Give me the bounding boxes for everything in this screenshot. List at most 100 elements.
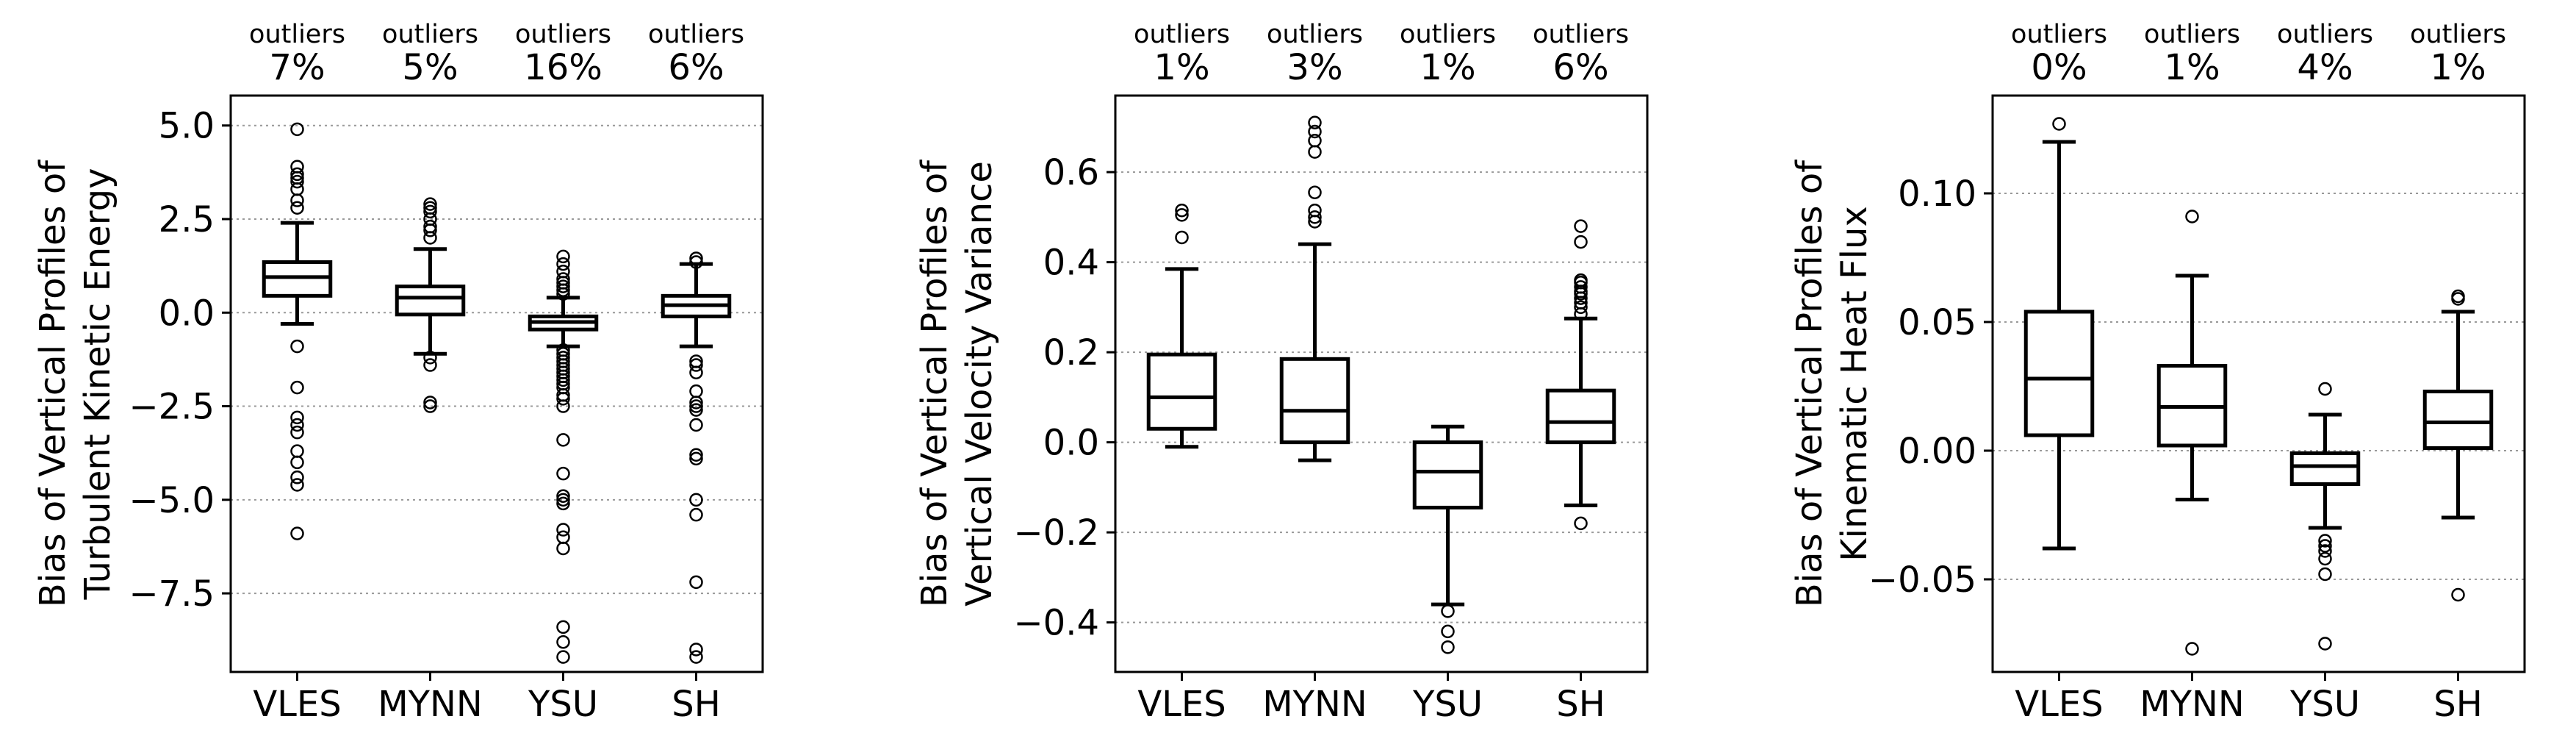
y-axis-label: Kinematic Heat Flux (1834, 206, 1875, 562)
outlier-point (556, 523, 570, 537)
x-tick-label: SH (672, 684, 721, 725)
x-tick-label: YSU (2289, 684, 2360, 725)
outlier-point (1574, 235, 1588, 249)
box-mynn (395, 197, 466, 413)
outlier-point (2318, 567, 2332, 582)
outlier-point (689, 403, 703, 417)
outlier-point (556, 433, 570, 447)
y-tick-label: −7.5 (129, 573, 215, 615)
outliers-label: outliers (2277, 20, 2373, 49)
outliers-percent: 1% (1154, 47, 1209, 88)
outlier-point (290, 174, 304, 189)
box-sh (661, 251, 732, 664)
box-mynn (2156, 210, 2228, 656)
outlier-point (1175, 208, 1189, 222)
outlier-point (423, 351, 437, 365)
axes-frame (1114, 94, 1649, 673)
y-axis-label: Vertical Velocity Variance (959, 161, 1000, 607)
y-tick-label: 0.10 (1898, 174, 1976, 215)
iqr-box (2289, 451, 2361, 486)
outlier-point (689, 643, 703, 657)
outlier-point (689, 399, 703, 413)
outlier-point (556, 635, 570, 649)
outlier-point (556, 399, 570, 413)
panel-3: 0.100.050.00−0.05VLESoutliers0%MYNNoutli… (1789, 20, 2526, 725)
box-vles (2023, 117, 2095, 551)
y-tick-label: −2.5 (129, 387, 215, 428)
iqr-box (1412, 440, 1483, 509)
panel-1: 5.02.50.0−2.5−5.0−7.5VLESoutliers7%MYNNo… (32, 20, 764, 725)
outlier-point (290, 201, 304, 215)
outlier-point (1574, 307, 1588, 321)
outlier-point (423, 399, 437, 413)
outliers-percent: 5% (402, 47, 458, 88)
outlier-point (689, 255, 703, 269)
outlier-point (689, 365, 703, 379)
x-tick-label: YSU (528, 684, 598, 725)
outlier-point (2318, 539, 2332, 553)
outlier-point (556, 279, 570, 293)
x-tick-label: VLES (1137, 684, 1226, 725)
outlier-point (1308, 145, 1322, 159)
outlier-point (290, 471, 304, 484)
panel-2: 0.60.40.20.0−0.2−0.4VLESoutliers1%MYNNou… (914, 20, 1649, 725)
outlier-point (1574, 291, 1588, 305)
box-ysu (1412, 424, 1483, 654)
outlier-point (2318, 544, 2332, 558)
outlier-point (2318, 382, 2332, 396)
outlier-point (689, 575, 703, 590)
outlier-point (1175, 203, 1189, 218)
x-tick-label: MYNN (378, 684, 483, 725)
outliers-percent: 4% (2297, 47, 2353, 88)
outlier-point (290, 444, 304, 458)
outliers-percent: 1% (1420, 47, 1475, 88)
outlier-point (1574, 300, 1588, 315)
outlier-point (290, 339, 304, 354)
outlier-point (1308, 215, 1322, 229)
y-tick-label: 2.5 (159, 199, 215, 240)
y-axis-label: Bias of Vertical Profiles of (32, 160, 73, 607)
outliers-label: outliers (515, 20, 611, 49)
axes-frame (229, 94, 764, 673)
outlier-point (1441, 624, 1455, 639)
outlier-point (423, 223, 437, 237)
outlier-point (1308, 124, 1322, 139)
x-tick-label: MYNN (2140, 684, 2245, 725)
outlier-point (290, 182, 304, 196)
outlier-point (2185, 210, 2199, 223)
y-tick-label: 0.4 (1043, 243, 1099, 284)
outlier-point (556, 530, 570, 544)
outliers-label: outliers (2011, 20, 2107, 49)
outliers-percent: 16% (524, 47, 602, 88)
outliers-percent: 0% (2031, 47, 2087, 88)
x-tick-label: SH (1556, 684, 1605, 725)
outlier-point (556, 283, 570, 297)
outlier-point (2451, 587, 2465, 602)
outlier-point (689, 251, 703, 265)
outlier-point (556, 489, 570, 503)
outliers-percent: 7% (269, 47, 325, 88)
outlier-point (290, 167, 304, 182)
outlier-point (1441, 604, 1455, 618)
iqr-box (395, 285, 466, 317)
outlier-point (689, 418, 703, 432)
outlier-point (2318, 534, 2332, 548)
outlier-point (2451, 292, 2465, 306)
outlier-point (1308, 210, 1322, 224)
y-axis-label: Bias of Vertical Profiles of (1789, 160, 1830, 607)
outliers-label: outliers (249, 20, 345, 49)
outlier-point (556, 496, 570, 511)
outlier-point (556, 650, 570, 664)
outlier-point (556, 287, 570, 301)
iqr-box (1279, 357, 1350, 445)
outlier-point (556, 257, 570, 271)
outlier-point (423, 197, 437, 211)
outlier-point (556, 392, 570, 406)
outlier-point (2318, 551, 2332, 566)
outlier-point (689, 384, 703, 398)
outliers-label: outliers (648, 20, 744, 49)
iqr-box (1146, 352, 1217, 431)
x-tick-label: VLES (253, 684, 341, 725)
outliers-label: outliers (1533, 20, 1629, 49)
